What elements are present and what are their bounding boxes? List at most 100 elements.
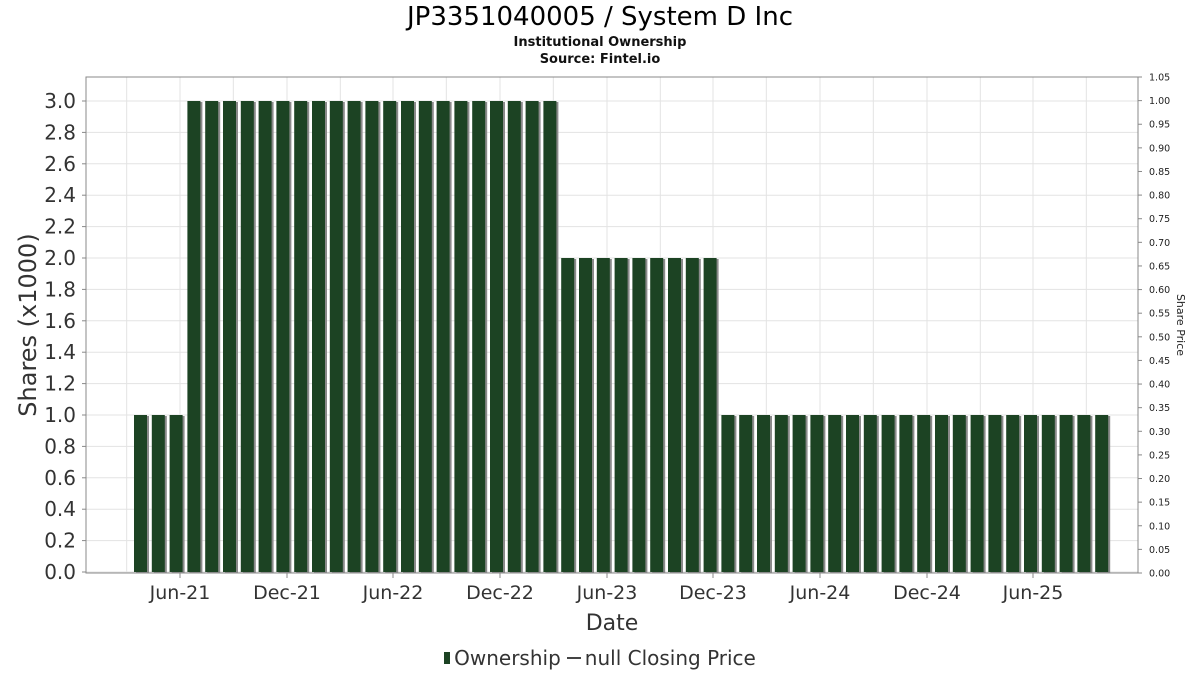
ownership-bar	[1059, 415, 1073, 572]
x-tick-label: Jun-25	[1002, 582, 1064, 604]
ownership-bar	[329, 101, 343, 572]
ownership-bar	[223, 101, 236, 572]
y-tick-label: 3.0	[44, 89, 76, 113]
ownership-bar	[685, 258, 699, 572]
ownership-bar	[899, 415, 913, 572]
ownership-bar	[774, 415, 788, 572]
ownership-bar	[721, 415, 735, 572]
y2-tick-label: 0.20	[1149, 474, 1170, 485]
y2-tick-label: 0.45	[1149, 356, 1170, 367]
ownership-bar	[561, 258, 575, 572]
ownership-bar	[632, 258, 646, 572]
ownership-bar	[828, 415, 842, 572]
x-tick-label: Jun-21	[149, 582, 211, 604]
x-tick-label: Jun-24	[789, 582, 851, 604]
y-tick-label: 0.8	[44, 434, 76, 458]
ownership-bar	[543, 101, 557, 572]
ownership-bar	[401, 101, 414, 572]
legend: Ownership null Closing Price	[0, 646, 1200, 670]
x-tick-label: Jun-23	[576, 582, 638, 604]
ownership-bar	[579, 258, 592, 572]
y2-tick-label: 0.10	[1149, 521, 1170, 532]
ownership-bar	[472, 101, 486, 572]
ownership-bar	[668, 258, 681, 572]
ownership-bar	[650, 258, 664, 572]
ownership-bar	[205, 101, 219, 572]
ownership-bar	[703, 258, 717, 572]
ownership-bar	[1095, 415, 1109, 572]
legend-price-label: null Closing Price	[584, 646, 756, 670]
ownership-bar	[258, 101, 272, 572]
ownership-bar	[490, 101, 503, 572]
ownership-bar	[917, 415, 931, 572]
y2-tick-label: 0.75	[1149, 214, 1170, 225]
ownership-bar	[276, 101, 290, 572]
ownership-bar	[187, 101, 201, 572]
ownership-bar	[1024, 415, 1037, 572]
y-tick-label: 2.0	[44, 246, 76, 270]
ownership-bar	[1077, 415, 1091, 572]
ownership-bar	[312, 101, 325, 572]
ownership-bar	[365, 101, 379, 572]
ownership-bar	[792, 415, 806, 572]
ownership-bar	[1041, 415, 1055, 572]
legend-ownership-label: Ownership	[454, 646, 561, 670]
y2-tick-label: 1.00	[1149, 96, 1170, 107]
chart-area: 0.0 0.2 0.4 0.6 0.8 1.0 1.2 1.4 1.6 1.8 2.0 2.2 2.4 2…	[14, 73, 1187, 637]
chart-title: JP3351040005 / System D Inc	[406, 2, 793, 32]
y2-tick-label: 0.50	[1149, 332, 1170, 343]
y2-tick-label: 0.60	[1149, 285, 1170, 296]
ownership-bar	[757, 415, 770, 572]
y-tick-label: 1.6	[44, 309, 76, 333]
y-tick-label: 1.0	[44, 403, 76, 427]
ownership-bar	[454, 101, 468, 572]
legend-ownership-swatch	[444, 652, 451, 664]
y2-tick-label: 0.35	[1149, 403, 1170, 414]
y2-tick-label: 0.05	[1149, 545, 1170, 556]
ownership-bar	[739, 415, 753, 572]
y-tick-label: 2.8	[44, 120, 76, 144]
plot-frame	[85, 76, 1139, 574]
y2-tick-label: 0.15	[1149, 498, 1170, 509]
y2-axis-label: Share Price	[1174, 294, 1187, 356]
y2-axis-ticks: 0.00 0.05 0.10 0.15 0.20 0.25 0.30 0.35 0.40 0.45…	[1138, 73, 1170, 580]
legend-price-swatch	[566, 657, 581, 659]
y-tick-label: 2.6	[44, 152, 76, 176]
ownership-bar	[810, 415, 824, 572]
ownership-bar	[525, 101, 539, 572]
y-axis-label: Shares (x1000)	[14, 233, 42, 416]
y-tick-label: 0.2	[44, 529, 76, 553]
ownership-bar	[863, 415, 877, 572]
ownership-bar	[596, 258, 610, 572]
ownership-bar	[169, 415, 183, 572]
ownership-bar	[881, 415, 895, 572]
ownership-bar	[952, 415, 966, 572]
y2-tick-label: 0.80	[1149, 191, 1170, 202]
x-tick-label: Jun-22	[362, 582, 424, 604]
y2-tick-label: 0.30	[1149, 427, 1170, 438]
y2-tick-label: 0.70	[1149, 238, 1170, 249]
ownership-bar	[970, 415, 984, 572]
ownership-bar	[294, 101, 308, 572]
ownership-bar	[240, 101, 254, 572]
x-axis-label: Date	[586, 611, 639, 636]
x-axis-ticks: Jun-21 Dec-21 Jun-22 Dec-22 Jun-23 Dec-23 Jun-…	[149, 573, 1064, 604]
y-tick-label: 1.4	[44, 340, 76, 364]
y2-tick-label: 0.00	[1149, 569, 1170, 580]
y2-tick-label: 0.90	[1149, 143, 1170, 154]
y-tick-label: 0.4	[44, 497, 76, 521]
y2-tick-label: 0.85	[1149, 167, 1170, 178]
ownership-bar	[347, 101, 361, 572]
bars-layer	[134, 101, 1111, 573]
ownership-bar	[134, 415, 147, 572]
ownership-bar	[988, 415, 1002, 572]
y-tick-label: 0.0	[44, 560, 76, 584]
x-tick-label: Dec-21	[253, 582, 321, 604]
ownership-bar	[1006, 415, 1020, 572]
y-axis-ticks: 0.0 0.2 0.4 0.6 0.8 1.0 1.2 1.4 1.6 1.8 2.0 2.2 2.4 2…	[44, 89, 86, 584]
y2-tick-label: 0.25	[1149, 450, 1170, 461]
ownership-bar	[151, 415, 165, 572]
chart-subtitle: Institutional Ownership	[513, 35, 687, 50]
x-tick-label: Dec-24	[893, 582, 961, 604]
ownership-bar	[846, 415, 859, 572]
